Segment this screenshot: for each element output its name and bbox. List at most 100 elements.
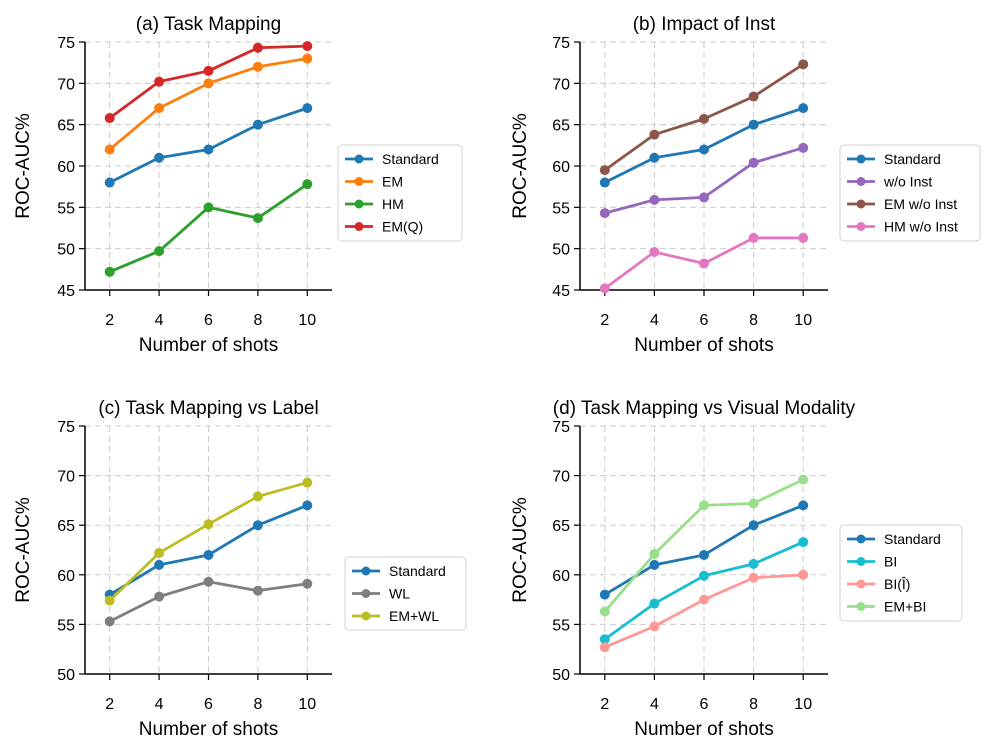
data-point: [599, 208, 610, 219]
x-tick-label: 8: [749, 312, 758, 329]
x-tick-label: 6: [700, 312, 709, 329]
data-point: [748, 498, 759, 509]
x-axis-label: Number of shots: [139, 719, 278, 740]
data-point: [302, 103, 313, 114]
data-point: [104, 595, 115, 606]
data-point: [748, 520, 759, 531]
x-axis-label: Number of shots: [634, 719, 773, 740]
x-tick-label: 10: [298, 312, 316, 329]
y-tick-label: 75: [552, 419, 570, 436]
y-tick-label: 70: [552, 469, 570, 486]
x-tick-label: 4: [155, 312, 164, 329]
x-tick-label: 4: [650, 312, 659, 329]
x-axis-label: Number of shots: [634, 335, 773, 356]
legend-label: EM+BI: [884, 599, 926, 615]
data-point: [203, 65, 214, 76]
data-point: [748, 558, 759, 569]
legend-label: Standard: [884, 531, 941, 547]
x-tick-label: 6: [204, 696, 213, 713]
data-point: [748, 572, 759, 583]
y-axis-label: ROC-AUC%: [510, 497, 531, 603]
y-tick-label: 65: [57, 518, 75, 535]
data-point: [649, 559, 660, 570]
legend: Standard EM HM EM(Q): [337, 144, 463, 242]
y-tick-label: 75: [57, 419, 75, 436]
y-tick-label: 65: [552, 118, 570, 135]
data-point: [748, 157, 759, 168]
data-point: [203, 549, 214, 560]
chart-title: (b) Impact of Inst: [633, 14, 776, 35]
data-point: [699, 500, 709, 511]
chart-panel-3: 2 4 6 8 10 50 55 60 65 70 75(d) Task Mapping vs Vi…: [510, 398, 963, 740]
legend-marker: [354, 199, 364, 209]
data-point: [302, 179, 313, 190]
data-point: [154, 559, 165, 570]
data-point: [252, 42, 263, 53]
data-point: [699, 549, 709, 560]
legend-marker: [361, 589, 371, 598]
data-point: [104, 616, 115, 627]
legend-label: w/o Inst: [883, 174, 932, 190]
legend: Standard WL EM+WL: [344, 556, 467, 631]
y-tick-label: 70: [57, 469, 75, 486]
data-point: [252, 61, 263, 72]
data-point: [599, 606, 610, 617]
data-point: [252, 585, 263, 596]
data-point: [748, 119, 759, 130]
data-point: [649, 621, 660, 632]
legend-marker: [856, 557, 866, 566]
data-point: [203, 202, 214, 213]
x-tick-label: 2: [105, 696, 114, 713]
x-tick-label: 6: [700, 696, 709, 713]
data-point: [649, 129, 660, 140]
legend-marker: [856, 534, 866, 544]
legend-marker: [354, 154, 364, 164]
legend-marker: [354, 177, 364, 186]
legend-marker: [354, 222, 364, 231]
data-point: [154, 76, 165, 87]
data-point: [154, 103, 165, 114]
legend-label: HM: [382, 196, 404, 212]
y-tick-label: 50: [57, 667, 75, 684]
data-point: [252, 520, 263, 531]
legend-box: [344, 556, 467, 631]
data-point: [203, 519, 214, 530]
data-point: [252, 213, 263, 224]
data-point: [302, 500, 313, 511]
legend-marker: [856, 222, 866, 231]
data-point: [649, 548, 660, 559]
legend: Standard BI BI(Î) EM+BI: [839, 524, 963, 622]
data-point: [798, 500, 809, 511]
legend: Standard w/o Inst EM w/o Inst HM w/o Inst: [839, 144, 981, 242]
legend-box: [839, 144, 981, 242]
y-tick-label: 60: [552, 159, 570, 176]
legend-label: EM+WL: [389, 608, 439, 624]
legend-marker: [856, 154, 866, 164]
data-point: [154, 246, 165, 257]
data-point: [599, 634, 610, 645]
data-point: [203, 144, 214, 155]
data-point: [699, 192, 709, 203]
data-point: [649, 194, 660, 205]
data-point: [649, 246, 660, 257]
legend-box: [337, 144, 463, 242]
legend-marker: [856, 177, 866, 186]
data-point: [699, 570, 709, 581]
data-point: [649, 598, 660, 609]
legend-marker: [361, 611, 371, 621]
x-tick-label: 8: [253, 696, 262, 713]
data-point: [649, 152, 660, 163]
chart-panel-1: 2 4 6 8 10 45 50 55 60 65 70 75 (b) Impact of Inst Nu…: [510, 14, 981, 356]
legend-label: HM w/o Inst: [884, 219, 958, 235]
data-point: [252, 119, 263, 130]
data-point: [798, 569, 809, 580]
chart-title: (c) Task Mapping vs Label: [98, 398, 318, 419]
x-tick-label: 8: [253, 312, 262, 329]
data-point: [104, 266, 115, 277]
chart-title: (d) Task Mapping vs Visual Modality: [553, 398, 856, 419]
data-point: [798, 142, 809, 153]
x-tick-label: 4: [650, 696, 659, 713]
chart-panel-2: 2 4 6 8 10 50 55 60 65 70 75 (c) Task Mapping vs La…: [13, 398, 467, 740]
data-point: [599, 177, 610, 188]
y-tick-label: 75: [57, 35, 75, 52]
